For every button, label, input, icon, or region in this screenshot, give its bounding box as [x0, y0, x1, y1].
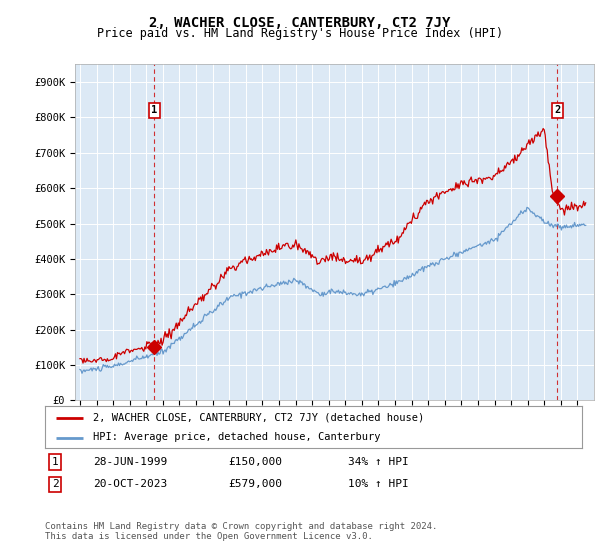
- Text: 1: 1: [151, 105, 158, 115]
- Text: Price paid vs. HM Land Registry's House Price Index (HPI): Price paid vs. HM Land Registry's House …: [97, 27, 503, 40]
- Text: £150,000: £150,000: [228, 457, 282, 467]
- Text: £579,000: £579,000: [228, 479, 282, 489]
- Text: 20-OCT-2023: 20-OCT-2023: [93, 479, 167, 489]
- Text: 10% ↑ HPI: 10% ↑ HPI: [348, 479, 409, 489]
- Text: Contains HM Land Registry data © Crown copyright and database right 2024.
This d: Contains HM Land Registry data © Crown c…: [45, 522, 437, 542]
- Text: 1: 1: [52, 457, 59, 467]
- Text: 2, WACHER CLOSE, CANTERBURY, CT2 7JY: 2, WACHER CLOSE, CANTERBURY, CT2 7JY: [149, 16, 451, 30]
- Text: 2: 2: [52, 479, 59, 489]
- Text: 34% ↑ HPI: 34% ↑ HPI: [348, 457, 409, 467]
- Text: 2, WACHER CLOSE, CANTERBURY, CT2 7JY (detached house): 2, WACHER CLOSE, CANTERBURY, CT2 7JY (de…: [94, 413, 425, 423]
- Text: HPI: Average price, detached house, Canterbury: HPI: Average price, detached house, Cant…: [94, 432, 381, 442]
- Text: 2: 2: [554, 105, 560, 115]
- Text: 28-JUN-1999: 28-JUN-1999: [93, 457, 167, 467]
